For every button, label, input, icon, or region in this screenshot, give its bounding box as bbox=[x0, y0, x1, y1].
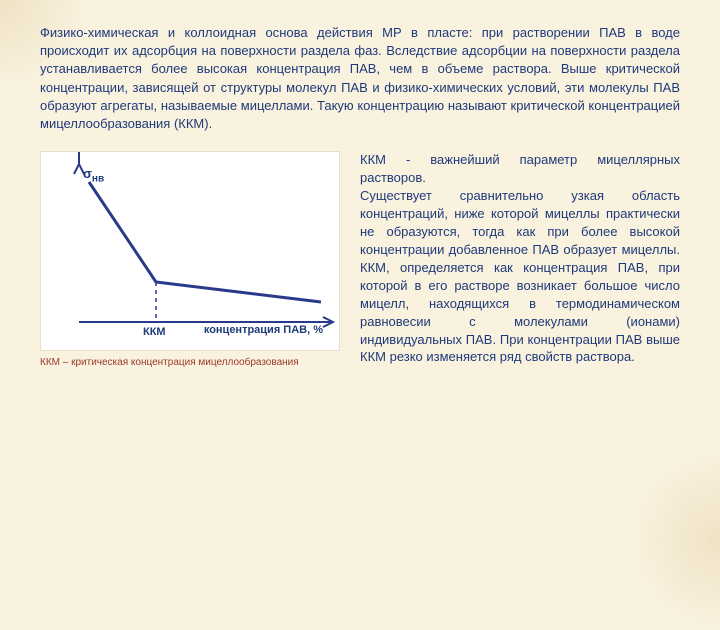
side-paragraph: ККМ - важнейший параметр мицеллярных рас… bbox=[360, 151, 680, 366]
side-text-column: ККМ - важнейший параметр мицеллярных рас… bbox=[360, 151, 680, 368]
main-row: σнв ККМ концентрация ПАВ, % ККМ – критич… bbox=[40, 151, 680, 368]
x-axis-label: концентрация ПАВ, % bbox=[204, 324, 323, 336]
x-tick-kkm: ККМ bbox=[143, 326, 166, 338]
intro-paragraph: Физико-химическая и коллоидная основа де… bbox=[40, 24, 680, 133]
chart-caption: ККМ – критическая концентрация мицеллооб… bbox=[40, 357, 340, 368]
y-axis-label: σнв bbox=[83, 166, 104, 185]
surface-tension-chart: σнв ККМ концентрация ПАВ, % bbox=[40, 151, 340, 351]
chart-column: σнв ККМ концентрация ПАВ, % ККМ – критич… bbox=[40, 151, 340, 368]
tension-curve bbox=[89, 182, 321, 302]
